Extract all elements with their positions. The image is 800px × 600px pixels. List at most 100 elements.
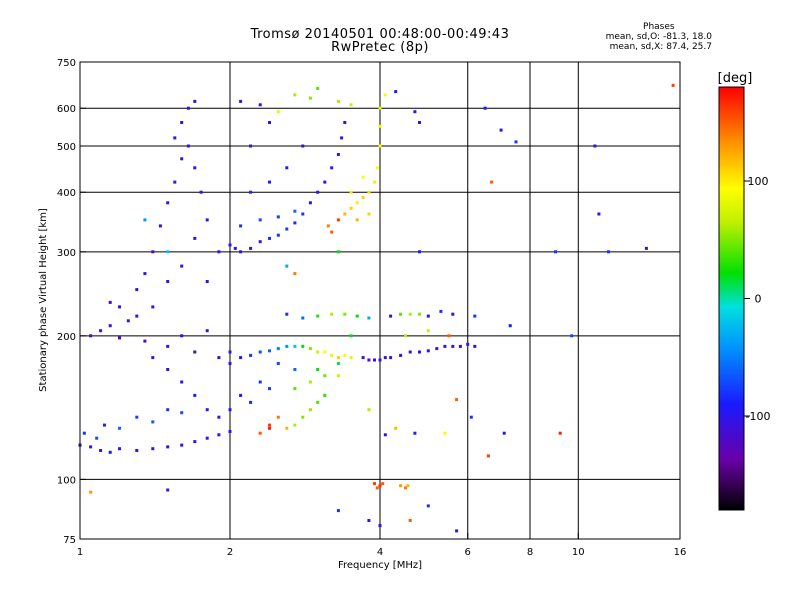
data-point [394, 426, 398, 430]
data-point [447, 334, 451, 338]
data-point [180, 443, 184, 447]
data-point [268, 423, 271, 427]
data-point [143, 339, 147, 343]
data-point [108, 324, 112, 328]
data-point [89, 490, 93, 494]
data-point [343, 121, 347, 124]
data-point [217, 356, 221, 360]
data-point [301, 212, 305, 216]
colorbar-ticks: 100 0 -100 [744, 175, 770, 423]
data-point [349, 356, 353, 360]
data-point [285, 344, 289, 348]
data-point [268, 387, 271, 391]
data-point [336, 509, 340, 513]
data-point [151, 356, 155, 360]
data-point [205, 408, 209, 412]
data-point [118, 336, 121, 340]
phase-stats: Phases mean, sd,O: -81.3, 18.0 mean, sd,… [606, 22, 712, 52]
data-point [607, 250, 610, 254]
data-point [406, 484, 410, 488]
data-point [249, 400, 253, 404]
data-point [404, 334, 407, 338]
data-point [239, 224, 243, 228]
data-point [143, 218, 147, 222]
data-point [258, 380, 262, 384]
data-point [570, 334, 574, 338]
data-point [258, 218, 262, 222]
data-point [285, 312, 289, 316]
data-point [451, 344, 455, 348]
data-point [336, 362, 340, 365]
data-points [78, 83, 675, 533]
data-point [285, 227, 289, 231]
data-point [193, 350, 197, 354]
data-point [293, 209, 297, 213]
data-point [367, 519, 371, 522]
data-point [336, 218, 340, 222]
colorbar [718, 86, 745, 511]
data-point [228, 430, 232, 433]
data-point [166, 280, 170, 283]
data-point [383, 93, 387, 97]
data-point [389, 356, 393, 360]
data-point [316, 314, 320, 318]
chart-title: Tromsø 20140501 00:48:00-00:49:43 [250, 27, 510, 42]
data-point [349, 206, 353, 210]
data-point [355, 218, 359, 222]
y-tick-label: 100 [57, 475, 76, 486]
colorbar-tick-label: 0 [755, 293, 762, 306]
data-point [508, 324, 512, 328]
data-point [95, 436, 99, 440]
data-point [326, 224, 330, 228]
x-tick-label: 2 [227, 547, 233, 558]
y-axis-label: Stationary phase Virtual Height [km] [38, 208, 49, 392]
data-point [126, 319, 130, 323]
data-point [249, 353, 253, 357]
data-point [597, 212, 601, 216]
data-point [378, 144, 382, 148]
data-point [343, 353, 347, 357]
data-point [367, 212, 371, 216]
data-point [349, 190, 353, 194]
data-point [205, 218, 209, 222]
data-point [193, 99, 197, 103]
data-point [108, 300, 112, 304]
data-point [378, 106, 382, 110]
data-point [671, 83, 675, 87]
data-point [439, 309, 443, 313]
data-point [258, 431, 262, 435]
data-point [361, 356, 365, 360]
data-point [330, 230, 334, 234]
x-tick-label: 10 [572, 547, 585, 558]
data-point [193, 393, 197, 397]
data-point [443, 344, 447, 348]
data-point [418, 312, 421, 316]
data-point [180, 121, 184, 124]
data-point [373, 180, 376, 184]
data-point [301, 316, 305, 320]
data-point [375, 486, 379, 490]
data-point [276, 215, 280, 219]
data-point [193, 236, 197, 240]
data-point [186, 106, 190, 110]
data-point [466, 342, 470, 346]
data-point [349, 334, 353, 338]
data-point [180, 380, 184, 384]
data-point [389, 314, 393, 318]
data-point [373, 482, 376, 486]
data-point [258, 350, 262, 354]
data-point [378, 358, 382, 362]
colorbar-tick-label: -100 [746, 410, 771, 423]
data-point [308, 96, 312, 100]
data-point [469, 415, 473, 419]
data-point [308, 380, 312, 384]
data-point [99, 329, 103, 333]
data-point [118, 447, 121, 451]
x-tick-label: 4 [377, 547, 383, 558]
data-point [554, 250, 557, 254]
data-point [443, 431, 447, 435]
data-point [336, 374, 340, 378]
data-point [399, 312, 403, 316]
data-point [361, 175, 365, 179]
